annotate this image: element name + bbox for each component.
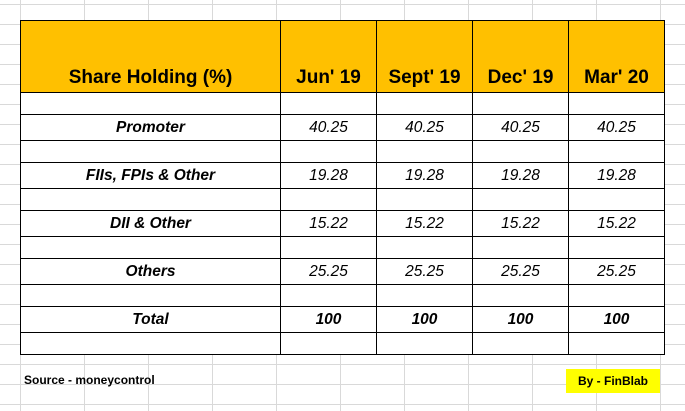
byline-badge[interactable]: By - FinBlab: [566, 369, 660, 393]
table-row-fiis: FIIs, FPIs & Other 19.28 19.28 19.28 19.…: [20, 162, 665, 189]
value-cell[interactable]: 19.28: [472, 162, 569, 189]
empty-cell[interactable]: [20, 140, 281, 163]
header-row: Share Holding (%) Jun' 19 Sept' 19 Dec' …: [20, 20, 665, 93]
value-cell[interactable]: 100: [280, 306, 377, 333]
row-label-fiis[interactable]: FIIs, FPIs & Other: [20, 162, 281, 189]
empty-cell[interactable]: [376, 92, 473, 115]
value-cell[interactable]: 25.25: [376, 258, 473, 285]
share-holding-table: Share Holding (%) Jun' 19 Sept' 19 Dec' …: [20, 20, 665, 355]
value-cell[interactable]: 40.25: [568, 114, 665, 141]
spacer-row: [20, 92, 665, 115]
value-cell[interactable]: 15.22: [280, 210, 377, 237]
spacer-row: [20, 236, 665, 259]
empty-cell[interactable]: [280, 140, 377, 163]
empty-cell[interactable]: [280, 284, 377, 307]
value-cell[interactable]: 19.28: [376, 162, 473, 189]
table-row-others: Others 25.25 25.25 25.25 25.25: [20, 258, 665, 285]
value-cell[interactable]: 100: [472, 306, 569, 333]
empty-cell[interactable]: [472, 92, 569, 115]
value-cell[interactable]: 100: [376, 306, 473, 333]
empty-cell[interactable]: [20, 188, 281, 211]
table-row-promoter: Promoter 40.25 40.25 40.25 40.25: [20, 114, 665, 141]
empty-cell[interactable]: [20, 92, 281, 115]
empty-cell[interactable]: [568, 332, 665, 355]
value-cell[interactable]: 25.25: [568, 258, 665, 285]
empty-cell[interactable]: [280, 236, 377, 259]
empty-cell[interactable]: [376, 236, 473, 259]
empty-cell[interactable]: [568, 92, 665, 115]
value-cell[interactable]: 19.28: [280, 162, 377, 189]
value-cell[interactable]: 40.25: [472, 114, 569, 141]
value-cell[interactable]: 15.22: [472, 210, 569, 237]
table-row-dii: DII & Other 15.22 15.22 15.22 15.22: [20, 210, 665, 237]
header-cell-dec-19[interactable]: Dec' 19: [472, 20, 569, 93]
empty-cell[interactable]: [280, 188, 377, 211]
source-note[interactable]: Source - moneycontrol: [24, 373, 155, 387]
empty-cell[interactable]: [568, 188, 665, 211]
value-cell[interactable]: 19.28: [568, 162, 665, 189]
empty-cell[interactable]: [20, 284, 281, 307]
value-cell[interactable]: 25.25: [472, 258, 569, 285]
table-row-total: Total 100 100 100 100: [20, 306, 665, 333]
spacer-row: [20, 140, 665, 163]
empty-cell[interactable]: [20, 332, 281, 355]
value-cell[interactable]: 40.25: [376, 114, 473, 141]
value-cell[interactable]: 40.25: [280, 114, 377, 141]
row-label-dii[interactable]: DII & Other: [20, 210, 281, 237]
spacer-row: [20, 188, 665, 211]
empty-cell[interactable]: [472, 332, 569, 355]
spacer-row: [20, 332, 665, 355]
value-cell[interactable]: 15.22: [376, 210, 473, 237]
row-label-others[interactable]: Others: [20, 258, 281, 285]
empty-cell[interactable]: [568, 284, 665, 307]
empty-cell[interactable]: [280, 92, 377, 115]
empty-cell[interactable]: [472, 188, 569, 211]
empty-cell[interactable]: [20, 236, 281, 259]
header-cell-mar-20[interactable]: Mar' 20: [568, 20, 665, 93]
empty-cell[interactable]: [472, 284, 569, 307]
empty-cell[interactable]: [472, 236, 569, 259]
empty-cell[interactable]: [376, 188, 473, 211]
empty-cell[interactable]: [376, 140, 473, 163]
empty-cell[interactable]: [472, 140, 569, 163]
empty-cell[interactable]: [280, 332, 377, 355]
empty-cell[interactable]: [376, 284, 473, 307]
header-cell-jun-19[interactable]: Jun' 19: [280, 20, 377, 93]
header-cell-sept-19[interactable]: Sept' 19: [376, 20, 473, 93]
spacer-row: [20, 284, 665, 307]
corner-mark: `: [5, 0, 9, 9]
empty-cell[interactable]: [568, 236, 665, 259]
value-cell[interactable]: 15.22: [568, 210, 665, 237]
row-label-promoter[interactable]: Promoter: [20, 114, 281, 141]
header-cell-share-holding[interactable]: Share Holding (%): [20, 20, 281, 93]
value-cell[interactable]: 25.25: [280, 258, 377, 285]
empty-cell[interactable]: [568, 140, 665, 163]
value-cell[interactable]: 100: [568, 306, 665, 333]
row-label-total[interactable]: Total: [20, 306, 281, 333]
empty-cell[interactable]: [376, 332, 473, 355]
